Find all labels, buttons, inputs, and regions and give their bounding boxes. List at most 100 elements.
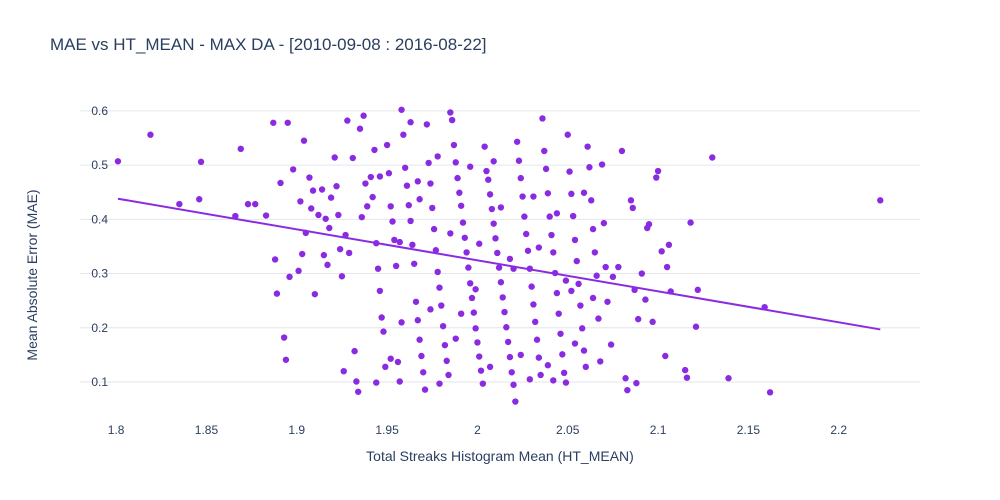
data-point — [470, 309, 478, 316]
data-point — [457, 202, 465, 209]
data-point — [327, 194, 335, 201]
data-point — [681, 366, 689, 374]
data-point — [580, 347, 588, 354]
data-point — [476, 240, 483, 247]
data-point — [360, 112, 367, 119]
data-point — [387, 203, 394, 210]
data-point — [376, 173, 384, 180]
data-point — [512, 398, 519, 405]
data-point — [539, 115, 546, 122]
data-point — [114, 158, 122, 165]
data-point — [336, 245, 344, 253]
data-point — [526, 376, 534, 383]
data-point — [488, 205, 496, 213]
data-point — [385, 170, 393, 177]
data-point — [530, 301, 537, 308]
data-point — [609, 273, 617, 281]
data-point — [510, 265, 517, 272]
data-point — [546, 213, 553, 220]
data-point — [373, 239, 380, 247]
data-point — [409, 241, 416, 249]
data-point — [410, 260, 418, 267]
data-point — [344, 117, 351, 124]
data-point — [535, 244, 543, 251]
data-point — [694, 286, 702, 294]
data-points — [114, 106, 884, 405]
x-tick-label: 1.95 — [375, 423, 399, 437]
data-point — [407, 217, 414, 225]
data-point — [571, 340, 579, 347]
data-point — [439, 322, 447, 330]
data-point — [490, 158, 497, 165]
data-point — [284, 119, 291, 126]
data-point — [434, 268, 441, 276]
data-point — [562, 379, 570, 386]
data-point — [653, 174, 660, 181]
data-point — [515, 157, 523, 164]
data-point — [687, 219, 694, 226]
data-point — [627, 197, 635, 204]
data-point — [401, 164, 409, 171]
data-point — [302, 229, 310, 237]
data-point — [544, 190, 552, 197]
data-point — [551, 269, 559, 277]
data-point — [709, 154, 716, 161]
data-point — [578, 325, 586, 332]
data-point — [427, 306, 434, 313]
x-axis-label: Total Streaks Histogram Mean (HT_MEAN) — [366, 448, 634, 464]
data-point — [618, 147, 626, 155]
data-point — [517, 351, 524, 359]
data-point — [584, 143, 591, 150]
data-point — [588, 197, 595, 204]
data-point — [335, 211, 342, 219]
data-point — [474, 339, 481, 346]
data-point — [432, 247, 440, 254]
data-point — [624, 386, 631, 394]
data-point — [461, 234, 468, 241]
data-point — [420, 369, 427, 376]
data-point — [447, 109, 454, 116]
data-point — [300, 137, 308, 144]
data-point — [571, 236, 579, 244]
data-point — [508, 369, 515, 376]
data-point — [497, 279, 505, 286]
data-point — [394, 358, 402, 366]
data-point — [472, 325, 479, 332]
data-point — [309, 187, 317, 194]
data-point — [564, 131, 571, 138]
y-tick-label: 0.1 — [91, 375, 108, 389]
data-point — [589, 225, 597, 233]
data-point — [465, 264, 472, 271]
data-point — [477, 367, 485, 374]
data-point — [447, 230, 454, 237]
data-point — [418, 352, 425, 360]
data-point — [438, 302, 445, 309]
data-point — [373, 379, 380, 386]
data-point — [537, 371, 544, 379]
data-point — [542, 165, 550, 173]
data-point — [311, 290, 319, 298]
data-point — [591, 249, 599, 256]
y-tick-label: 0.6 — [91, 104, 108, 118]
data-point — [463, 249, 470, 256]
data-point — [371, 146, 378, 154]
data-point — [683, 374, 691, 381]
data-point — [602, 263, 609, 271]
x-tick-label: 2.15 — [737, 423, 761, 437]
data-point — [297, 198, 304, 205]
data-point — [550, 377, 557, 384]
data-point — [271, 256, 279, 263]
data-point — [466, 163, 474, 170]
data-point — [645, 221, 653, 228]
data-point — [497, 204, 505, 211]
data-point — [638, 270, 646, 277]
data-point — [414, 317, 422, 324]
data-point — [506, 255, 514, 263]
data-point — [633, 379, 640, 387]
data-point — [362, 180, 369, 187]
data-point — [333, 183, 340, 190]
grid — [80, 110, 920, 383]
data-point — [331, 154, 338, 161]
